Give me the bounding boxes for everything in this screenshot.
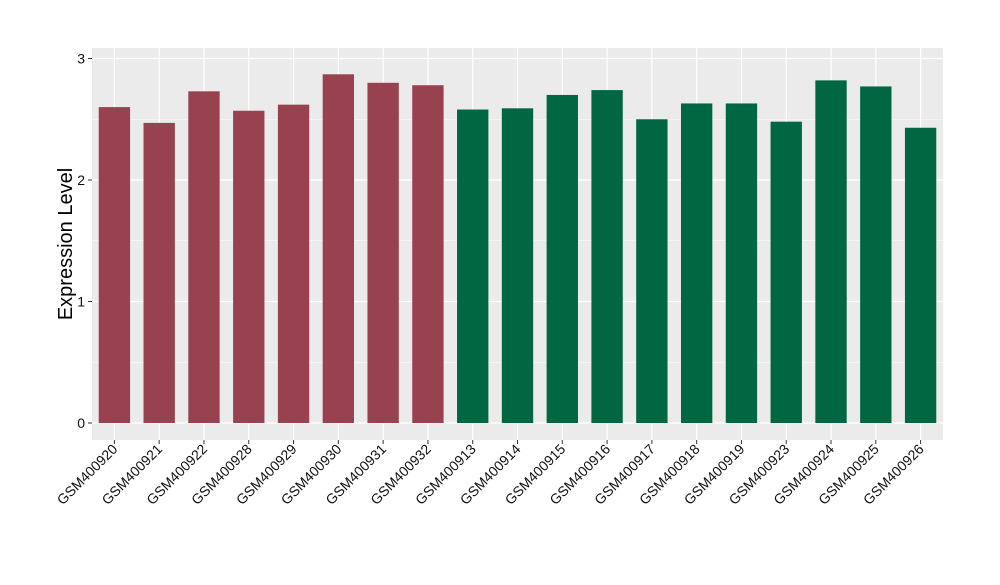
bar-GSM400932: [412, 85, 444, 423]
y-tick-label: 2: [77, 172, 85, 188]
bar-GSM400931: [367, 82, 399, 424]
bar-GSM400918: [680, 103, 713, 423]
bar-GSM400917: [636, 119, 668, 423]
bar-GSM400919: [725, 103, 758, 423]
bar-GSM400920: [98, 107, 131, 423]
bar-GSM400921: [143, 122, 175, 424]
bar-GSM400925: [860, 86, 892, 423]
bar-GSM400916: [591, 90, 623, 423]
y-tick-label: 3: [77, 51, 85, 67]
bar-GSM400914: [501, 108, 534, 423]
y-axis: 0 1 2 3: [77, 51, 92, 431]
bar-GSM400930: [322, 74, 355, 424]
bar-GSM400924: [815, 80, 847, 424]
y-axis-title: Expression Level: [55, 168, 77, 320]
bar-GSM400922: [188, 91, 220, 424]
bar-GSM400913: [457, 109, 489, 423]
bar-GSM400926: [904, 127, 937, 423]
y-tick-label: 1: [77, 294, 85, 310]
bar-GSM400915: [546, 94, 578, 423]
bar-GSM400929: [277, 104, 310, 424]
x-axis: GSM400920GSM400921GSM400922GSM400928GSM4…: [54, 440, 927, 508]
bar-GSM400923: [770, 121, 802, 424]
y-tick-label: 0: [77, 415, 85, 431]
bar-GSM400928: [233, 110, 265, 424]
bars-group: [98, 74, 937, 424]
